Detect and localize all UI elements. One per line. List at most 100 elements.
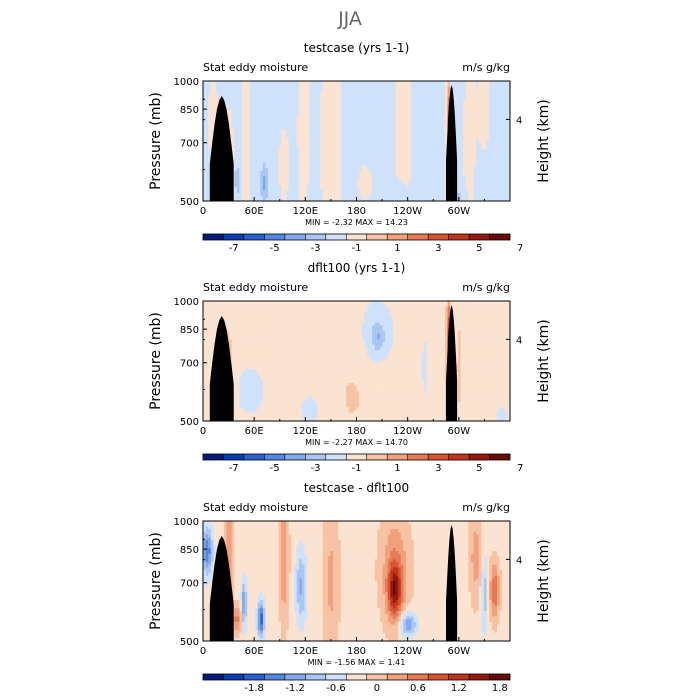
heatmap-cell [281, 116, 285, 120]
heatmap-cell [405, 127, 409, 131]
heatmap-cell [429, 143, 433, 147]
heatmap-cell [486, 111, 490, 115]
heatmap-cell [270, 113, 274, 117]
heatmap-cell [364, 176, 368, 180]
heatmap-cell [351, 162, 355, 166]
heatmap-cell [356, 181, 360, 186]
heatmap-cell [229, 127, 233, 131]
heatmap-cell [356, 165, 360, 169]
heatmap-cell [413, 138, 417, 142]
heatmap-cell [242, 119, 246, 123]
heatmap-cell [210, 127, 214, 131]
heatmap-cell [273, 102, 277, 106]
heatmap-cell [216, 100, 220, 104]
heatmap-cell [463, 173, 467, 177]
heatmap-cell [395, 176, 399, 180]
heatmap-cell [257, 135, 261, 139]
heatmap-cell [442, 135, 446, 139]
heatmap-cell [304, 179, 308, 183]
heatmap-cell [494, 130, 498, 134]
heatmap-cell [288, 141, 292, 145]
heatmap-cell [361, 171, 365, 175]
heatmap-cell [229, 113, 233, 117]
heatmap-cell [426, 91, 430, 96]
heatmap-cell [288, 102, 292, 106]
heatmap-cell [392, 179, 396, 183]
heatmap-cell [457, 168, 461, 172]
heatmap-cell [496, 143, 500, 147]
heatmap-cell [499, 173, 503, 177]
heatmap-cell [403, 124, 407, 128]
heatmap-cell [491, 176, 495, 180]
heatmap-cell [457, 146, 461, 150]
heatmap-cell [392, 81, 396, 85]
heatmap-cell [338, 181, 342, 186]
heatmap-cell [242, 146, 246, 150]
heatmap-cell [476, 160, 480, 164]
heatmap-cell [270, 127, 274, 131]
heatmap-cell [392, 121, 396, 126]
heatmap-cell [413, 132, 417, 136]
heatmap-cell [346, 105, 350, 109]
heatmap-cell [221, 94, 225, 98]
heatmap-cell [236, 173, 240, 177]
heatmap-cell [507, 108, 511, 112]
heatmap-cell [429, 157, 433, 161]
heatmap-cell [330, 119, 334, 123]
heatmap-cell [470, 119, 474, 123]
heatmap-cell [504, 81, 508, 85]
heatmap-cell [411, 184, 415, 188]
heatmap-cell [369, 135, 373, 139]
heatmap-cell [374, 149, 378, 153]
heatmap-cell [429, 141, 433, 145]
heatmap-cell [364, 143, 368, 147]
heatmap-cell [431, 143, 435, 147]
heatmap-cell [327, 105, 331, 109]
heatmap-cell [465, 138, 469, 142]
heatmap-cell [281, 171, 285, 175]
heatmap-cell [364, 184, 368, 188]
heatmap-cell [335, 108, 339, 112]
heatmap-cell [309, 187, 313, 191]
heatmap-cell [400, 143, 404, 147]
heatmap-cell [431, 173, 435, 177]
heatmap-cell [262, 97, 266, 101]
heatmap-cell [291, 173, 295, 177]
heatmap-cell [421, 151, 425, 156]
heatmap-cell [385, 81, 389, 85]
heatmap-cell [343, 179, 347, 183]
heatmap-cell [340, 143, 344, 147]
heatmap-cell [317, 135, 321, 139]
heatmap-cell [442, 190, 446, 194]
heatmap-cell [478, 181, 482, 186]
heatmap-cell [265, 91, 269, 96]
heatmap-cell [257, 116, 261, 120]
heatmap-cell [491, 165, 495, 169]
heatmap-cell [296, 83, 300, 87]
heatmap-cell [291, 102, 295, 106]
heatmap-cell [502, 81, 506, 85]
heatmap-cell [356, 89, 360, 93]
heatmap-cell [439, 119, 443, 123]
heatmap-cell [439, 176, 443, 180]
heatmap-cell [392, 86, 396, 90]
heatmap-cell [242, 168, 246, 172]
heatmap-cell [403, 187, 407, 191]
heatmap-cell [317, 116, 321, 120]
heatmap-cell [369, 130, 373, 134]
heatmap-cell [421, 83, 425, 87]
heatmap-cell [333, 141, 337, 145]
heatmap-cell [483, 151, 487, 156]
heatmap-cell [369, 157, 373, 161]
heatmap-cell [499, 181, 503, 186]
heatmap-cell [418, 138, 422, 142]
heatmap-cell [468, 176, 472, 180]
heatmap-cell [395, 141, 399, 145]
heatmap-cell [346, 91, 350, 96]
heatmap-cell [210, 111, 214, 115]
heatmap-cell [385, 179, 389, 183]
heatmap-cell [296, 138, 300, 142]
heatmap-cell [481, 113, 485, 117]
heatmap-cell [416, 192, 420, 196]
heatmap-cell [257, 111, 261, 115]
